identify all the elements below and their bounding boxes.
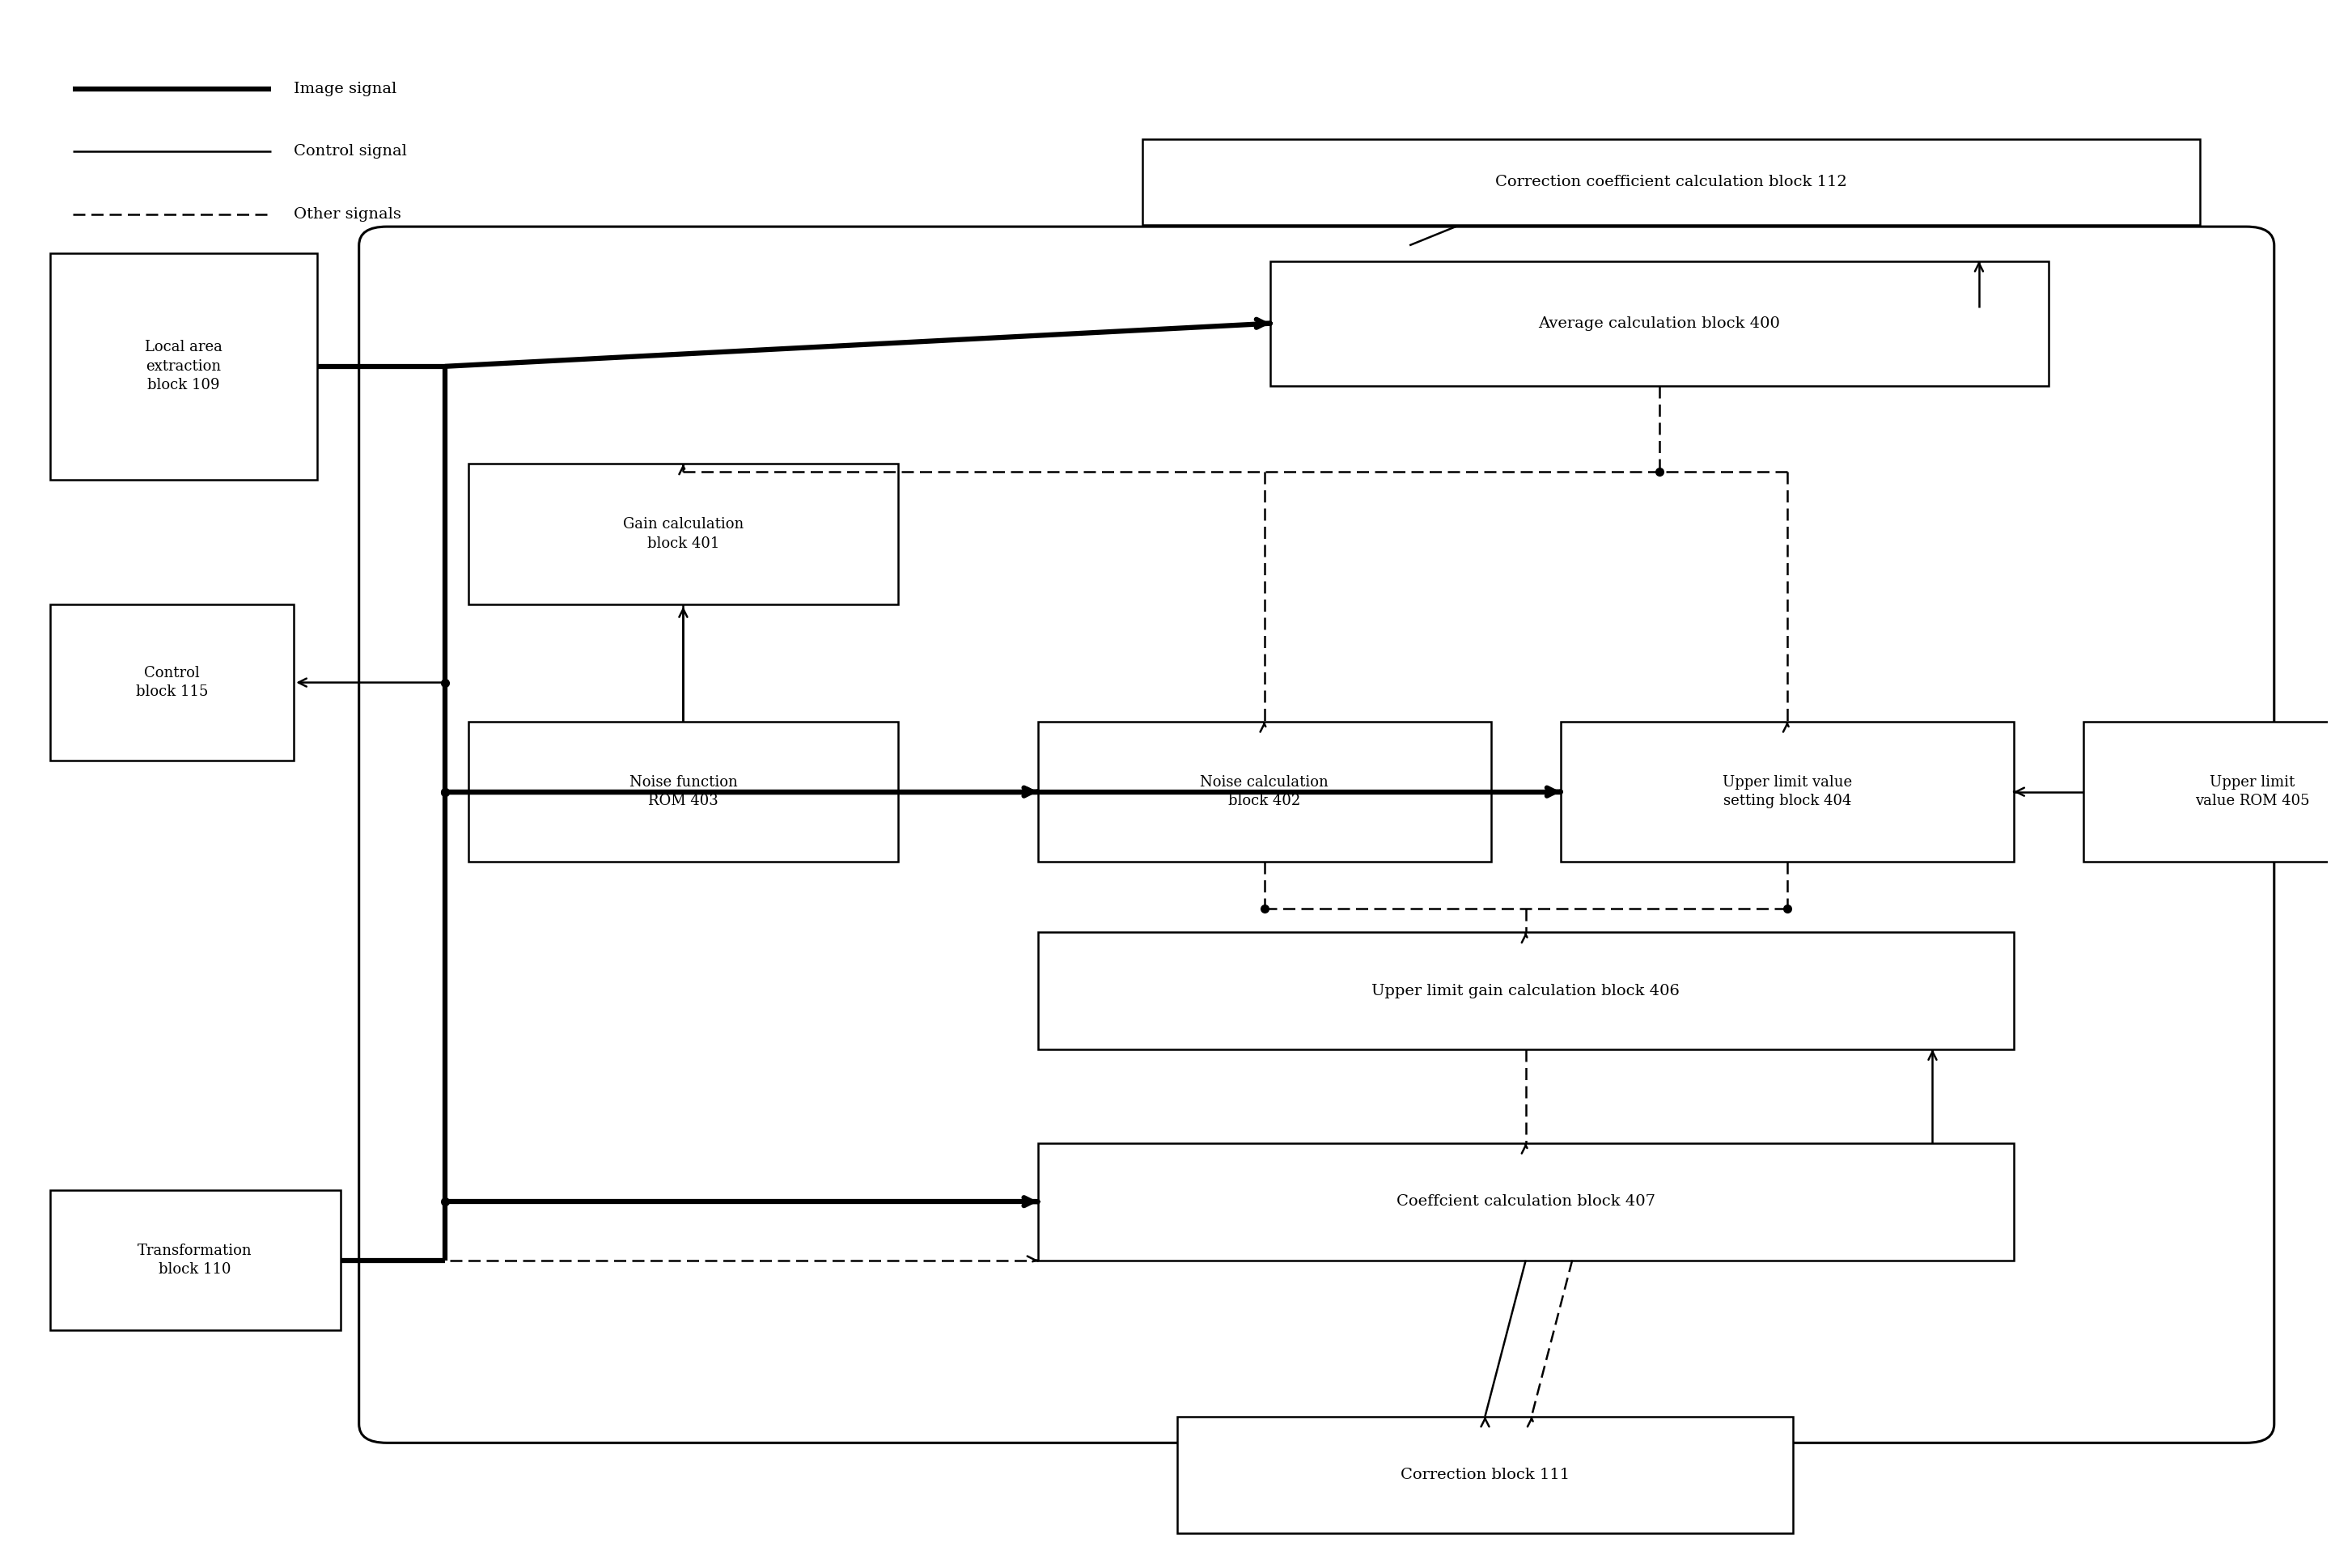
Text: Transformation
block 110: Transformation block 110 [138,1243,252,1276]
Bar [1142,140,2200,226]
Bar [1037,1143,2014,1261]
Text: Gain calculation
block 401: Gain calculation block 401 [622,517,744,550]
Bar [1037,933,2014,1049]
Bar [2084,721,2331,862]
Text: Other signals: Other signals [294,207,401,221]
Text: Average calculation block 400: Average calculation block 400 [1538,317,1781,331]
Bar [469,721,897,862]
Text: Noise calculation
block 402: Noise calculation block 402 [1200,775,1329,809]
Bar [1270,260,2049,386]
Bar [49,1190,340,1330]
Text: Local area
extraction
block 109: Local area extraction block 109 [145,340,221,392]
Bar [1037,721,1492,862]
Bar [1562,721,2014,862]
Text: Control
block 115: Control block 115 [135,666,207,699]
Text: Upper limit value
setting block 404: Upper limit value setting block 404 [1723,775,1853,809]
Text: Correction coefficient calculation block 112: Correction coefficient calculation block… [1494,176,1846,190]
Text: Upper limit gain calculation block 406: Upper limit gain calculation block 406 [1371,983,1681,999]
FancyBboxPatch shape [359,227,2275,1443]
Bar [49,604,294,760]
Bar [49,252,317,480]
Text: Correction block 111: Correction block 111 [1401,1468,1569,1482]
Bar [469,464,897,604]
Text: Coeffcient calculation block 407: Coeffcient calculation block 407 [1396,1195,1655,1209]
Text: Control signal: Control signal [294,144,408,158]
Bar [1177,1416,1793,1534]
Text: Upper limit
value ROM 405: Upper limit value ROM 405 [2196,775,2310,809]
Text: Noise function
ROM 403: Noise function ROM 403 [629,775,737,809]
Text: Image signal: Image signal [294,82,396,97]
